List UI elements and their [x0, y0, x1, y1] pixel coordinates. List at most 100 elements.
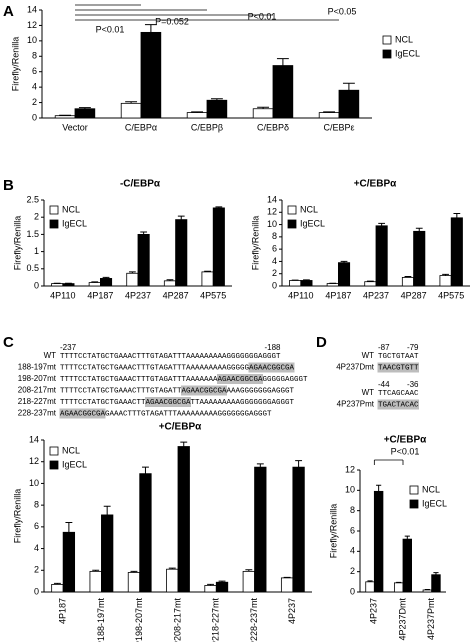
y-tick-label: 10: [267, 219, 277, 229]
y-axis-label: Firefly/Renilla: [328, 504, 338, 559]
y-tick-label: 12: [267, 207, 277, 217]
panel-label: C: [3, 334, 14, 351]
legend-label: NCL: [62, 445, 80, 455]
y-tick-label: 2: [350, 566, 355, 576]
error-bar: [396, 581, 402, 583]
x-tick-label: 4P287: [163, 290, 189, 300]
error-bar: [323, 111, 336, 113]
y-tick-label: 8: [350, 505, 355, 515]
bar: [422, 589, 433, 593]
bar: [337, 262, 351, 287]
error-bar: [366, 280, 374, 282]
error-bar: [433, 572, 439, 575]
error-bar: [378, 222, 386, 226]
error-bar: [303, 279, 310, 281]
bar: [375, 225, 388, 287]
error-bar: [140, 231, 148, 235]
sequence-label: WT: [362, 388, 375, 397]
x-tick-label: 4P187: [58, 598, 68, 624]
error-bar: [53, 582, 61, 585]
bar: [186, 112, 208, 119]
x-tick-label: 4P237: [369, 598, 379, 624]
error-bar: [215, 206, 223, 208]
sequence-label: 188-197mt: [18, 363, 57, 372]
annotation: P=0.052: [155, 16, 189, 26]
sequence: TTTTCCTATGCTGAAACTTTGTAGATTTAAAAAAA: [60, 376, 218, 384]
y-tick-label: 8: [32, 51, 37, 61]
y-axis-label: Firefly/Renilla: [10, 37, 20, 92]
bar: [163, 280, 177, 287]
y-tick-label: 4: [350, 546, 355, 556]
error-bar: [204, 270, 211, 272]
bar: [175, 219, 188, 287]
sequence: AAAGGGGGGGAGGGT: [227, 387, 295, 395]
bar: [364, 281, 377, 287]
x-tick-label: 4P110: [288, 290, 313, 300]
sequence-label: WT: [44, 351, 57, 360]
bar: [272, 65, 294, 119]
y-tick-label: 4: [34, 543, 39, 553]
legend-label: NCL: [422, 484, 440, 494]
legend-swatch: [409, 499, 419, 509]
annotation: P<0.01: [248, 11, 277, 21]
bar: [101, 514, 114, 593]
panel-label: D: [316, 334, 327, 351]
bar: [338, 89, 360, 119]
sequence-highlight: [59, 408, 106, 419]
error-bar: [92, 569, 100, 572]
x-tick-label: 4P228-237mt: [249, 598, 259, 642]
bar: [215, 581, 229, 593]
bar: [177, 446, 190, 593]
error-bar: [376, 484, 382, 492]
error-bar: [180, 441, 188, 447]
y-tick-label: 12: [27, 20, 37, 30]
y-tick-label: 10: [29, 478, 39, 488]
error-bar: [257, 106, 270, 109]
bar: [300, 280, 313, 287]
bar: [450, 217, 463, 287]
error-bar: [125, 101, 138, 104]
legend-label: IgECL: [395, 48, 420, 58]
y-tick-label: 8: [34, 500, 39, 510]
legend-swatch: [287, 205, 297, 215]
legend-swatch: [49, 460, 59, 470]
error-bar: [342, 82, 355, 91]
x-tick-label: 4P218-227mt: [211, 598, 221, 642]
y-tick-label: 2: [34, 565, 39, 575]
sequence-label: 4P237Dmt: [336, 363, 375, 372]
legend-label: NCL: [395, 34, 413, 44]
sequence-label: 198-207mt: [18, 374, 57, 383]
legend-swatch: [409, 485, 419, 495]
error-bar: [424, 588, 430, 590]
y-tick-label: 14: [267, 194, 277, 204]
error-bar: [256, 463, 264, 468]
bar: [280, 577, 294, 593]
bar: [431, 574, 441, 593]
bar: [242, 570, 255, 593]
legend-label: IgECL: [422, 498, 447, 508]
error-bar: [142, 466, 149, 474]
x-tick-label: Vector: [62, 122, 88, 132]
error-bar: [78, 107, 91, 109]
x-tick-label: 4P575: [438, 290, 464, 300]
y-tick-label: 0: [272, 280, 277, 290]
y-tick-label: 6: [350, 525, 355, 535]
bar: [88, 282, 101, 287]
x-tick-label: 4P237Pmt: [426, 598, 436, 641]
error-bar: [91, 281, 99, 283]
chart-title: +C/EBPα: [354, 179, 397, 190]
sequence-label: WT: [362, 351, 375, 360]
y-tick-label: 0: [34, 280, 39, 290]
x-tick-label: 4P287: [401, 290, 427, 300]
y-tick-label: 4: [272, 256, 277, 266]
x-tick-label: 4P237: [125, 290, 151, 300]
sequence: AGAACGGCGA: [60, 410, 105, 418]
bar: [401, 276, 415, 287]
legend-swatch: [382, 49, 392, 59]
error-bar: [283, 576, 291, 578]
legend-label: NCL: [300, 204, 318, 214]
sequence-position: -79: [407, 343, 419, 352]
error-bar: [367, 580, 373, 582]
y-tick-label: 8: [272, 231, 277, 241]
x-tick-label: 4P208-217mt: [172, 598, 182, 642]
